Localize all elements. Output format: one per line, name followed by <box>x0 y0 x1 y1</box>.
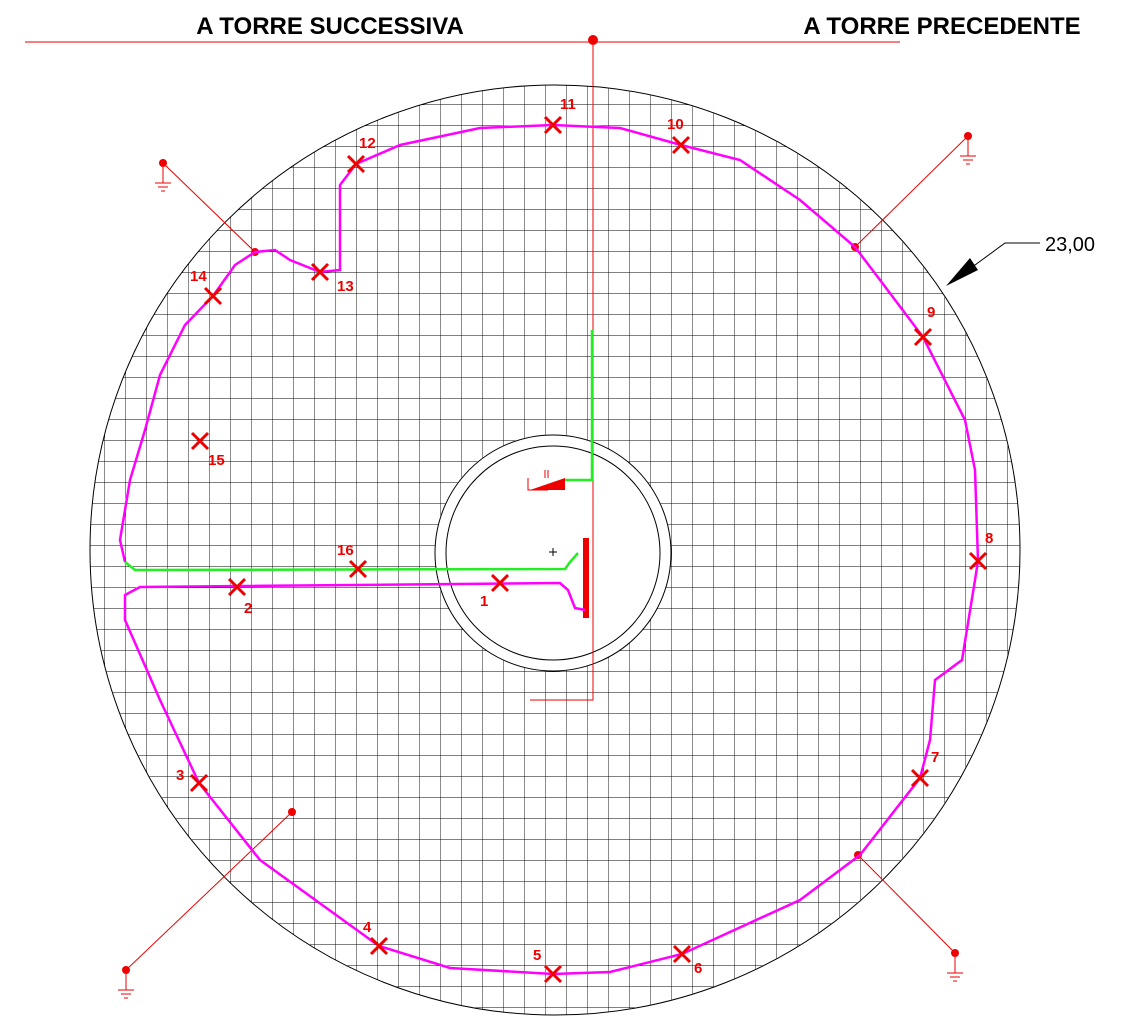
left-heading: A TORRE SUCCESSIVA <box>196 13 464 40</box>
point-mark <box>189 773 209 793</box>
point-mark <box>227 577 247 597</box>
point-label: 3 <box>176 767 184 784</box>
point-mark <box>346 154 366 174</box>
point-label: 15 <box>208 452 225 469</box>
point-mark <box>672 944 692 964</box>
point-mark <box>671 135 691 155</box>
right-heading: A TORRE PRECEDENTE <box>803 13 1080 40</box>
point-mark <box>369 936 389 956</box>
point-mark <box>348 559 368 579</box>
red-triangle <box>530 478 565 490</box>
pink-path <box>118 123 980 976</box>
red-bar <box>583 538 589 618</box>
point-mark <box>543 964 563 984</box>
dimension-arrow <box>946 258 978 286</box>
point-mark <box>913 327 933 347</box>
outer-circle <box>89 84 1021 1016</box>
red-dots <box>122 35 972 974</box>
point-mark <box>910 768 930 788</box>
point-label: 4 <box>363 919 372 936</box>
point-mark <box>203 286 223 306</box>
point-mark <box>968 551 988 571</box>
point-label: 6 <box>694 960 702 977</box>
point-label: 10 <box>667 116 684 133</box>
point-label: 9 <box>927 304 935 321</box>
dimension-leader <box>959 242 1040 277</box>
point-label: 12 <box>359 135 376 152</box>
point-label: 1 <box>480 593 488 610</box>
point-label: 16 <box>337 542 354 559</box>
point-mark <box>543 115 563 135</box>
point-mark <box>490 573 510 593</box>
point-mark <box>190 431 210 451</box>
point-label: 14 <box>190 268 207 285</box>
center-mark <box>549 548 557 556</box>
point-label: 13 <box>337 278 354 295</box>
red-lines <box>25 40 976 999</box>
point-label: 8 <box>985 530 993 547</box>
point-mark <box>310 262 330 282</box>
point-label: 11 <box>560 96 576 113</box>
point-label: 2 <box>244 600 252 617</box>
dimension-text: 23,00 <box>1045 234 1095 256</box>
green-path <box>124 330 594 572</box>
point-label: 5 <box>533 947 541 964</box>
point-label: 7 <box>931 749 939 766</box>
